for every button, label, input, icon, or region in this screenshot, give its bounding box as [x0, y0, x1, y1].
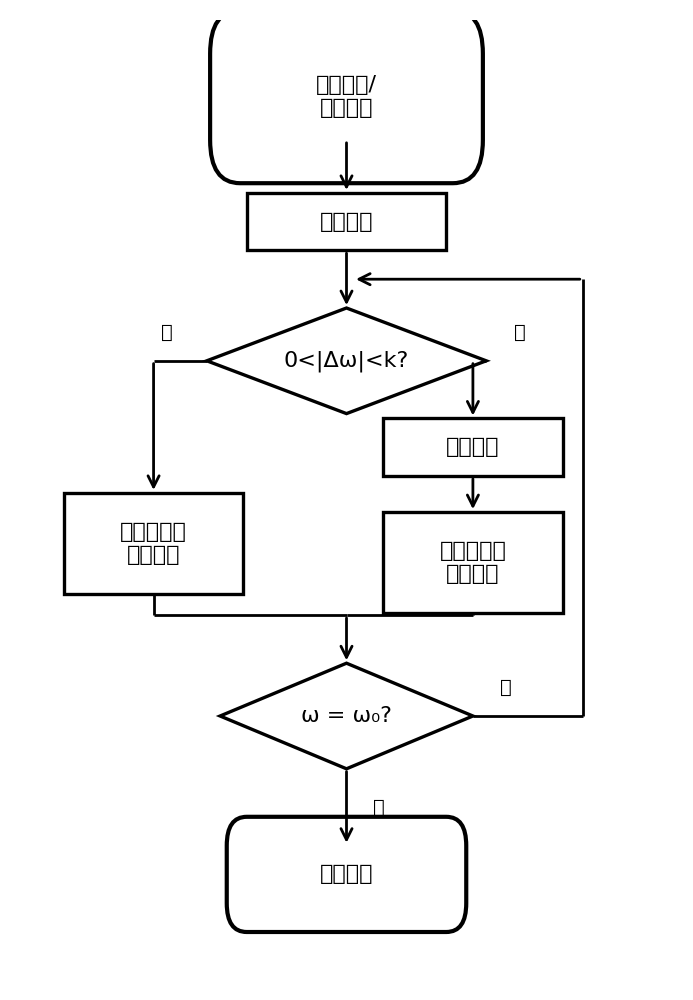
Polygon shape — [220, 663, 473, 769]
Text: 否: 否 — [514, 322, 525, 342]
FancyBboxPatch shape — [227, 817, 466, 932]
Bar — [383, 418, 563, 476]
Text: 调频结束: 调频结束 — [319, 864, 374, 884]
Text: 反推自适应
参数优化: 反推自适应 参数优化 — [439, 541, 507, 584]
Bar — [383, 512, 563, 613]
Text: 是: 是 — [373, 798, 385, 817]
Bar — [247, 193, 446, 250]
Bar — [64, 493, 243, 594]
Text: 反推自适应
参数优化: 反推自适应 参数优化 — [120, 522, 187, 565]
Polygon shape — [207, 308, 486, 414]
Text: ω = ω₀?: ω = ω₀? — [301, 706, 392, 726]
Text: 是: 是 — [161, 322, 173, 342]
FancyBboxPatch shape — [210, 10, 483, 183]
Text: 二次调频: 二次调频 — [446, 437, 500, 457]
Text: 0<|Δω|<k?: 0<|Δω|<k? — [284, 350, 409, 372]
Text: 否: 否 — [500, 678, 511, 697]
Text: 功率变化/
频率变化: 功率变化/ 频率变化 — [316, 75, 377, 118]
Text: 频率变化: 频率变化 — [319, 212, 374, 232]
